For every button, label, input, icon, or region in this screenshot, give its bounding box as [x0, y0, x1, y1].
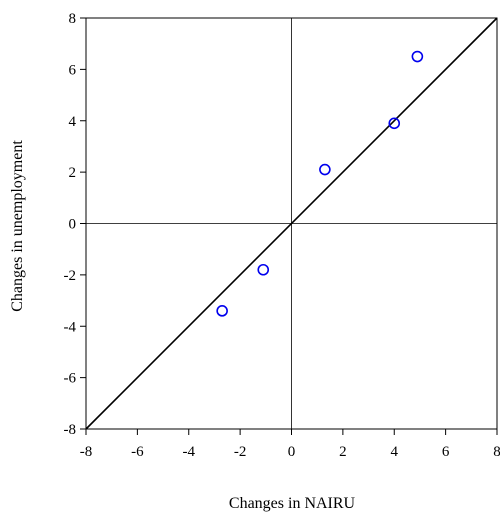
x-tick-label: -8	[80, 444, 93, 460]
data-point	[319, 163, 331, 176]
x-axis-label: Changes in NAIRU	[229, 495, 356, 512]
y-tick-label: -6	[64, 371, 77, 387]
forty-five-degree-line	[85, 17, 498, 430]
y-tick-label: 2	[69, 165, 77, 181]
plot-area	[85, 17, 498, 430]
y-tick-label: 0	[69, 217, 77, 233]
data-point	[216, 305, 228, 317]
y-tick-label: 6	[69, 62, 77, 78]
y-tick-label: 8	[69, 11, 77, 27]
x-tick-label: 4	[391, 444, 399, 460]
x-tick-label: -6	[131, 444, 144, 460]
y-axis-label: Changes in unemployment	[9, 140, 26, 312]
data-point	[388, 117, 401, 130]
data-points	[216, 50, 424, 317]
x-tick-label: 0	[288, 444, 296, 460]
y-tick-label: -4	[64, 319, 77, 335]
y-tick-label: -2	[64, 268, 77, 284]
data-point	[411, 50, 424, 63]
x-tick-label: 6	[442, 444, 450, 460]
x-tick-label: 8	[493, 444, 500, 460]
y-axis-ticks: 8 6 4 2 0 -2 -4 -6 -8	[64, 11, 86, 438]
data-point	[257, 263, 270, 276]
y-tick-label: -8	[64, 422, 77, 438]
y-tick-label: 4	[69, 114, 77, 130]
x-tick-label: -2	[234, 444, 247, 460]
x-axis-ticks: -8 -6 -4 -2 0 2 4 6 8	[80, 429, 500, 460]
x-tick-label: -4	[183, 444, 196, 460]
x-tick-label: 2	[339, 444, 347, 460]
